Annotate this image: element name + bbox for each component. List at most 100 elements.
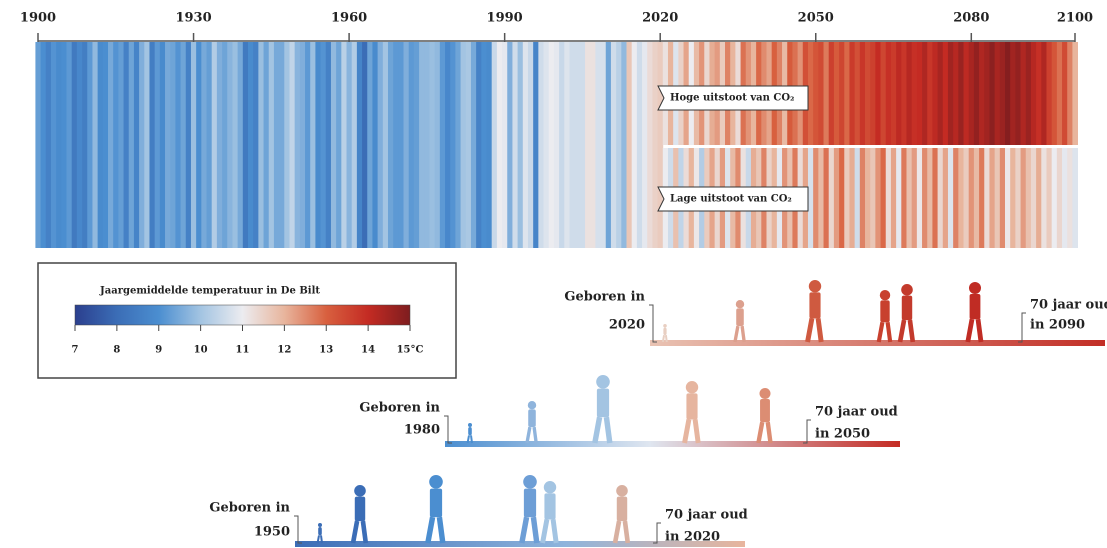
stripe — [258, 42, 264, 248]
stripe — [149, 42, 156, 248]
stripe — [849, 42, 856, 145]
stripe — [336, 42, 342, 248]
stripe — [947, 148, 954, 248]
stripe — [470, 42, 477, 248]
figure-body — [523, 488, 537, 518]
stripe — [330, 42, 337, 248]
stripe — [1062, 148, 1068, 248]
stripe — [263, 42, 270, 248]
colorbar-tick-label: 8 — [113, 345, 120, 356]
figure-legs — [756, 421, 773, 444]
stripe — [958, 148, 964, 248]
colorbar-tick-label: 15°C — [397, 345, 424, 356]
stripe — [491, 42, 498, 248]
colorbar-tick-label: 13 — [319, 345, 333, 356]
figure-body — [596, 388, 610, 418]
stripe — [455, 42, 461, 248]
stripe — [579, 42, 586, 248]
stripe — [916, 148, 923, 248]
stripe — [320, 42, 327, 248]
stripe — [393, 42, 399, 248]
stripe — [994, 42, 1001, 145]
figure-body — [318, 527, 322, 536]
stripe — [932, 148, 938, 248]
age-year: in 2050 — [815, 427, 870, 442]
stripe — [854, 148, 861, 248]
stripe — [807, 42, 814, 145]
stripe — [973, 148, 980, 248]
stripe — [906, 42, 913, 145]
scenario-label: Lage uitstoot van CO₂ — [670, 194, 792, 205]
stripe — [890, 148, 897, 248]
stripe — [486, 42, 493, 248]
stripe — [942, 42, 949, 145]
figure-legs — [425, 516, 446, 544]
figure-legs — [897, 319, 916, 343]
stripe — [813, 42, 819, 145]
born-label: Geboren in — [209, 501, 290, 516]
stripe — [1062, 42, 1068, 145]
stripe — [616, 42, 622, 248]
stripe — [133, 42, 140, 248]
stripe — [533, 42, 539, 248]
stripe — [445, 42, 451, 248]
age-year: in 2020 — [665, 530, 720, 545]
stripe — [1036, 42, 1042, 145]
figure-head — [429, 475, 443, 489]
figure-body — [880, 300, 890, 323]
x-tick-label: 2020 — [642, 11, 678, 26]
stripe — [989, 42, 996, 145]
stripe — [984, 148, 990, 248]
stripe — [973, 42, 980, 145]
stripe — [947, 42, 954, 145]
stripe — [118, 42, 124, 248]
figure-legs — [540, 518, 559, 544]
stripe — [450, 42, 456, 248]
figure-body — [969, 294, 981, 320]
stripe — [553, 42, 560, 248]
stripe — [870, 42, 876, 145]
bracket — [803, 419, 811, 444]
stripe — [916, 42, 923, 145]
stripe — [123, 42, 130, 248]
stripe — [232, 42, 239, 248]
stripe — [50, 42, 57, 248]
stripe — [538, 42, 544, 248]
stripe — [310, 42, 316, 248]
stripe — [424, 42, 430, 248]
stripe — [273, 42, 280, 248]
figure-head — [523, 475, 537, 489]
stripe — [859, 42, 866, 145]
stripe — [227, 42, 233, 248]
figure-body — [468, 427, 472, 436]
stripe — [222, 42, 228, 248]
stripe — [299, 42, 306, 248]
stripe — [107, 42, 114, 248]
figure-body — [809, 292, 821, 319]
ground — [295, 541, 745, 547]
stripe — [284, 42, 290, 248]
bracket — [649, 304, 657, 343]
stripe — [242, 42, 249, 248]
stripe — [1005, 148, 1011, 248]
figure-head — [663, 324, 667, 328]
stripe — [1030, 148, 1037, 248]
stripe — [807, 148, 814, 248]
stripe — [994, 148, 1001, 248]
figure-body — [429, 488, 443, 518]
stripe — [963, 42, 970, 145]
stripe — [481, 42, 487, 248]
stripe — [605, 42, 612, 248]
figure-legs — [876, 321, 893, 343]
stripe — [833, 42, 840, 145]
stripe — [496, 42, 503, 248]
stripe — [1051, 148, 1058, 248]
figure-body — [663, 327, 667, 336]
stripe — [61, 42, 67, 248]
stripe — [875, 42, 881, 145]
stripe — [911, 148, 918, 248]
figure-head — [616, 485, 628, 497]
stripe — [346, 42, 353, 248]
figure-legs — [316, 535, 323, 544]
